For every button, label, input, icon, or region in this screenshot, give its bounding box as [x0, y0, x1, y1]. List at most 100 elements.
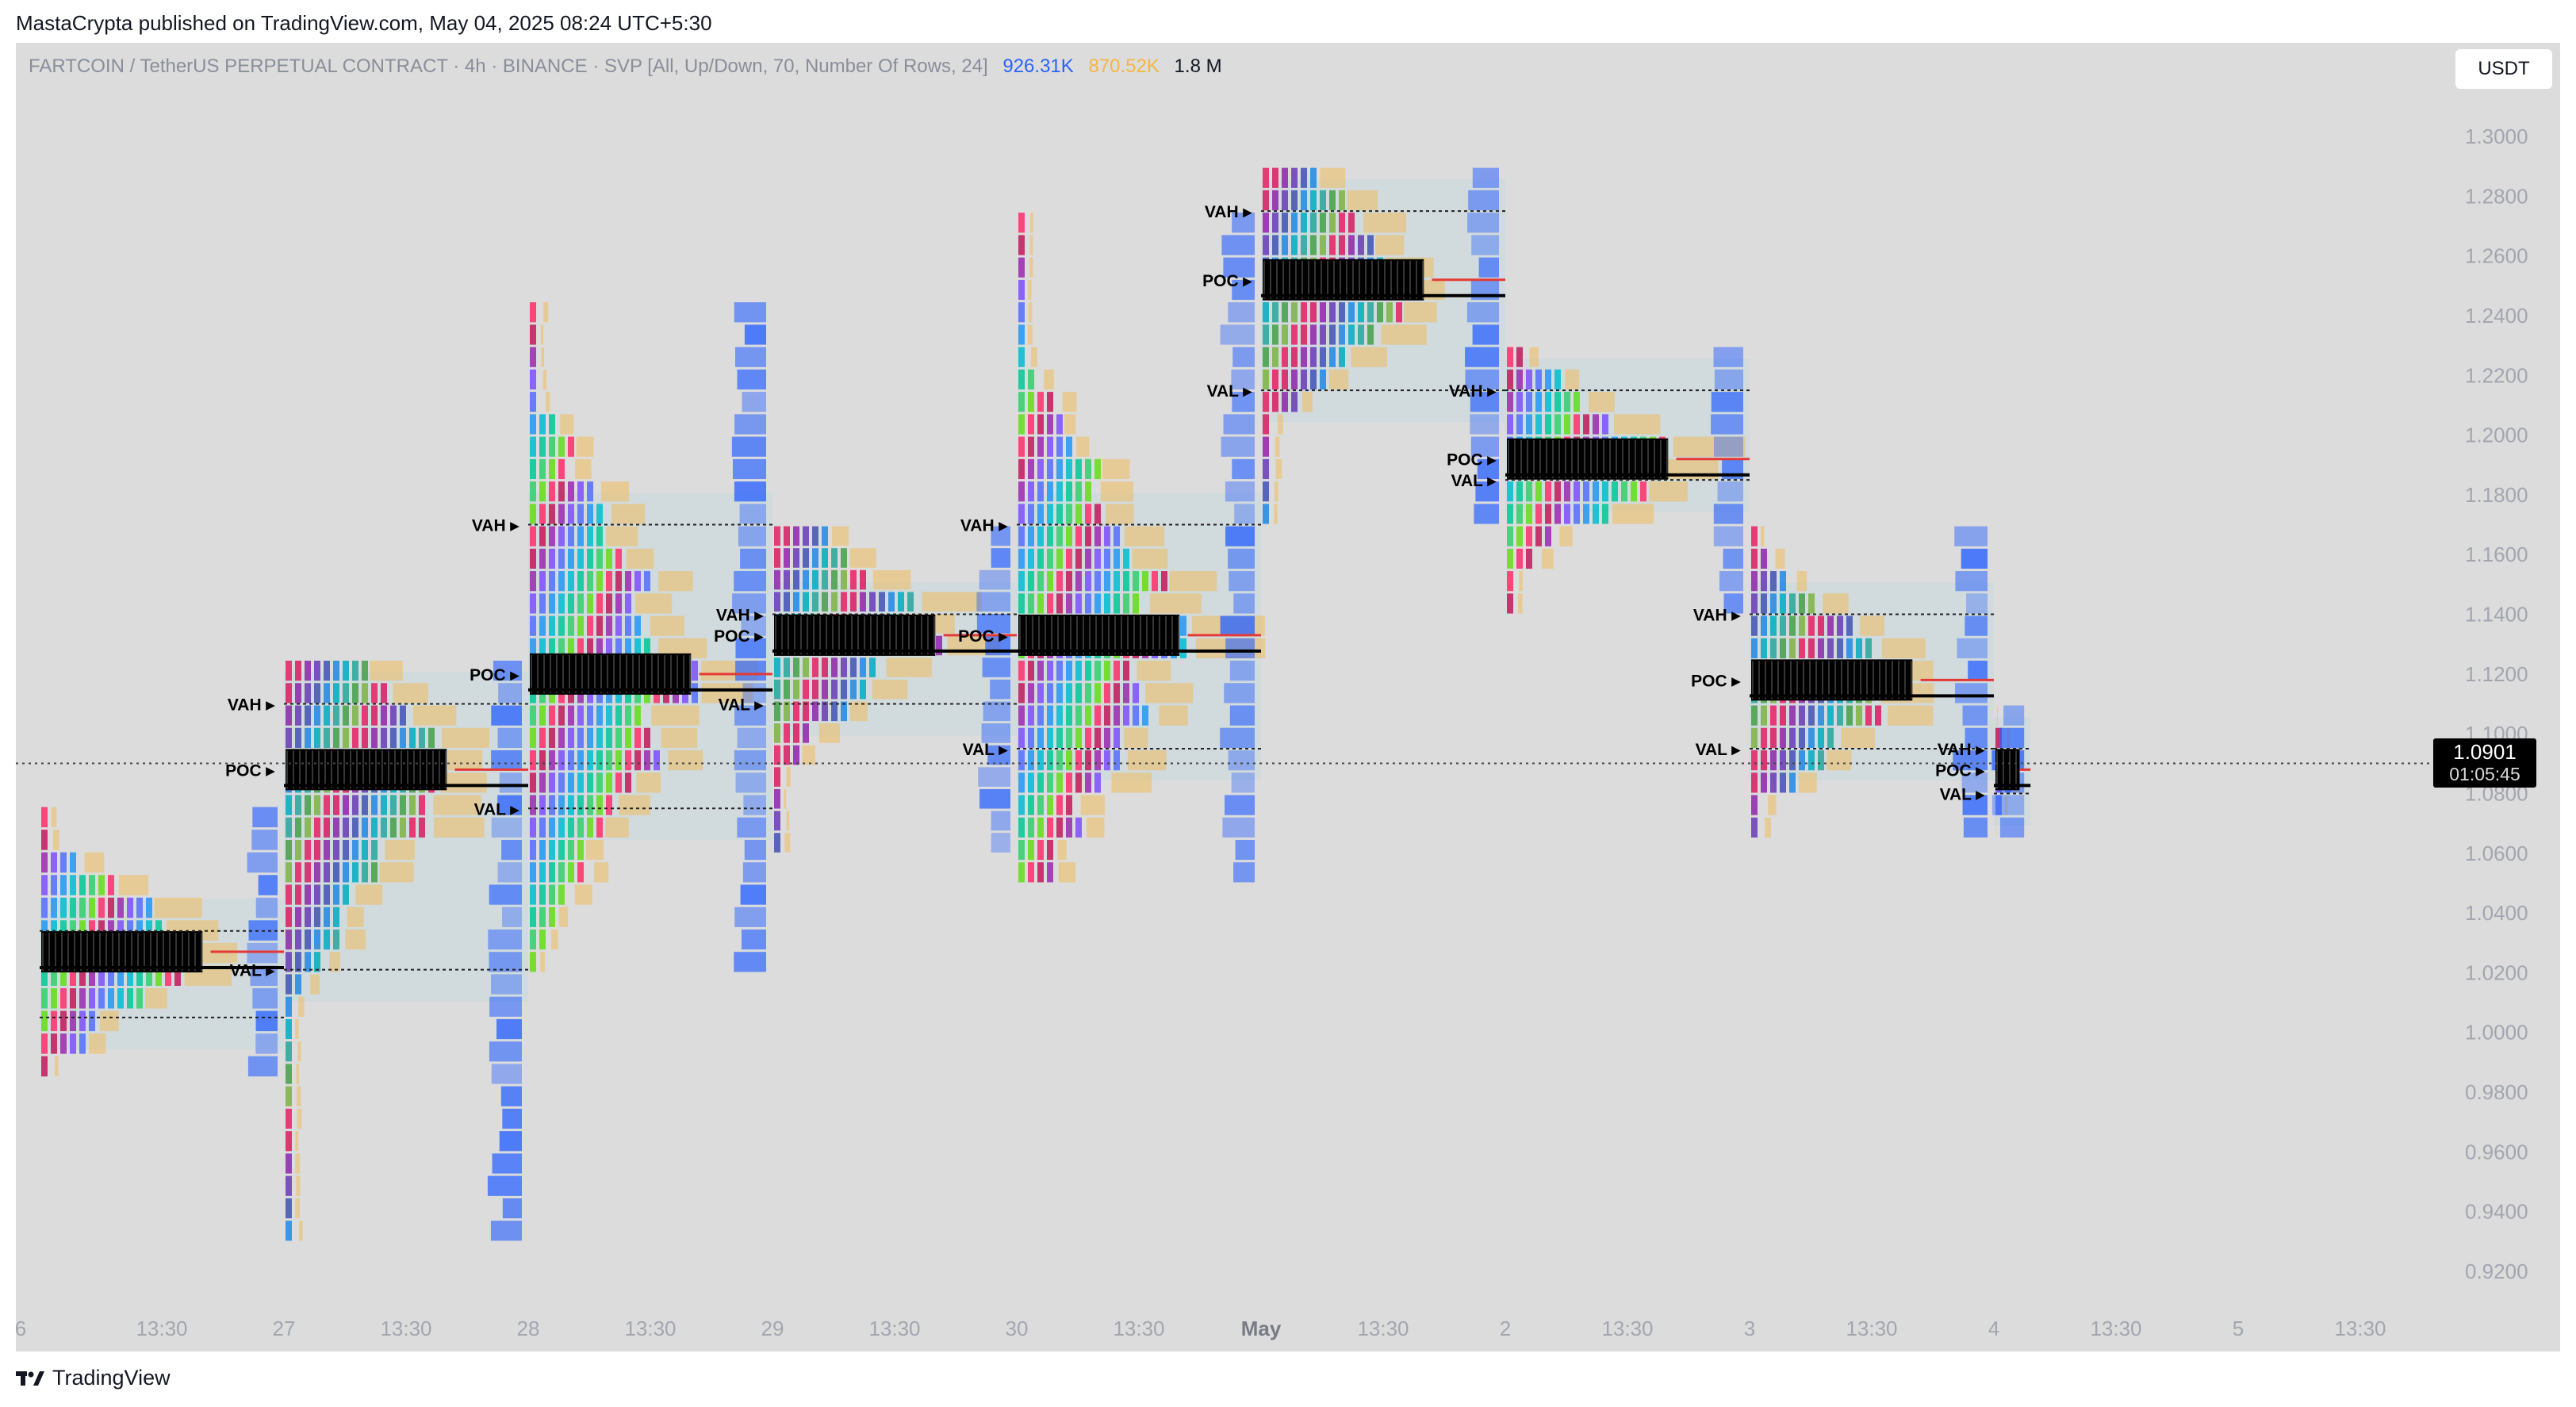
down-volume-bar	[849, 548, 876, 568]
profile-tick-bar	[1301, 213, 1307, 233]
profile-tick-bar	[1291, 392, 1298, 412]
up-volume-bar	[976, 592, 1010, 612]
down-volume-bar	[145, 987, 167, 1009]
profile-tick-bar	[1282, 167, 1288, 188]
profile-tick-bar	[577, 571, 584, 592]
profile-tick-bar	[634, 638, 641, 659]
profile-tick-bar	[1837, 705, 1843, 726]
profile-tick-bar	[625, 705, 631, 726]
poc-label: POC ▸	[470, 666, 519, 684]
profile-tick-bar	[1770, 638, 1777, 659]
profile-tick-bar	[1329, 190, 1336, 211]
up-volume-bar	[502, 1198, 522, 1219]
profile-tick-bar	[381, 705, 387, 726]
up-volume-bar	[739, 504, 766, 524]
up-volume-bar	[1474, 504, 1499, 524]
profile-tick-bar	[530, 750, 536, 771]
profile-tick-bar	[549, 414, 555, 435]
profile-tick-bar	[587, 481, 593, 502]
down-volume-bar	[1159, 705, 1188, 726]
down-volume-bar	[832, 526, 849, 546]
profile-tick-bar	[1799, 750, 1805, 771]
volume-profile-chart[interactable]: 1.3000 1.2800 1.2600 1.2400 1.2200 1.2000 1.18…	[16, 43, 2560, 1351]
profile-tick-bar	[1339, 190, 1345, 211]
profile-tick-bar	[1310, 213, 1317, 233]
profile-tick-bar	[1028, 481, 1034, 502]
profile-tick-bar	[606, 593, 612, 614]
up-volume-bar	[1221, 436, 1255, 457]
profile-tick-bar	[530, 593, 536, 614]
profile-tick-bar	[1018, 481, 1025, 502]
down-volume-bar	[558, 907, 569, 927]
down-volume-bar	[606, 526, 638, 546]
profile-tick-bar	[558, 638, 565, 659]
profile-tick-bar	[1507, 414, 1513, 435]
up-volume-bar	[734, 750, 766, 771]
chart-pane[interactable]: 1.3000 1.2800 1.2600 1.2400 1.2200 1.2000 1.18…	[16, 43, 2560, 1351]
profile-tick-bar	[539, 795, 546, 815]
up-volume-bar	[732, 458, 766, 480]
down-volume-bar	[53, 830, 59, 850]
profile-tick-bar	[1339, 302, 1345, 323]
profile-tick-bar	[1075, 593, 1082, 614]
profile-tick-bar	[530, 302, 536, 323]
profile-tick-bar	[1545, 369, 1551, 390]
profile-tick-bar	[596, 727, 603, 748]
profile-tick-bar	[79, 987, 86, 1009]
symbol-description[interactable]: FARTCOIN / TetherUS PERPETUAL CONTRACT ·…	[29, 56, 988, 77]
profile-tick-bar	[1310, 235, 1317, 255]
down-volume-bar	[626, 548, 654, 569]
profile-tick-bar	[1056, 661, 1063, 681]
profile-tick-bar	[549, 705, 555, 726]
profile-tick-bar	[333, 817, 339, 838]
session-profile-4: VAH ▸ POC ▸ VAL ▸	[1935, 705, 2031, 838]
profile-tick-bar	[803, 679, 809, 700]
down-volume-bar	[1381, 324, 1427, 345]
up-volume-bar	[258, 875, 278, 895]
up-volume-bar	[1234, 504, 1255, 524]
tradingview-brand[interactable]: TradingView	[16, 1366, 171, 1390]
profile-tick-bar	[1028, 795, 1034, 815]
profile-tick-bar	[1075, 504, 1082, 524]
profile-tick-bar	[549, 907, 555, 927]
profile-tick-bar	[371, 839, 378, 861]
profile-tick-bar	[1301, 235, 1307, 255]
profile-tick-bar	[615, 593, 622, 614]
profile-tick-bar	[41, 875, 48, 895]
profile-tick-bar	[803, 723, 809, 743]
down-volume-bar	[1075, 436, 1090, 457]
profile-tick-bar	[1780, 750, 1786, 771]
profile-tick-bar	[1761, 615, 1767, 636]
profile-tick-bar	[41, 1056, 48, 1077]
profile-tick-bar	[1018, 235, 1025, 255]
profile-tick-bar	[314, 839, 320, 861]
profile-tick-bar	[371, 705, 378, 726]
profile-tick-bar	[558, 839, 565, 861]
down-volume-bar	[433, 817, 485, 838]
profile-tick-bar	[324, 661, 330, 681]
profile-tick-bar	[1028, 817, 1034, 838]
profile-tick-bar	[1780, 638, 1786, 659]
profile-tick-bar	[1761, 638, 1767, 659]
profile-tick-bar	[1808, 727, 1815, 748]
profile-tick-bar	[1612, 481, 1618, 502]
profile-tick-bar	[1818, 750, 1824, 771]
profile-tick-bar	[568, 436, 574, 457]
profile-tick-bar	[1799, 705, 1805, 726]
poc-label: POC ▸	[958, 627, 1008, 646]
profile-tick-bar	[51, 875, 57, 895]
profile-tick-bar	[1066, 458, 1072, 480]
up-volume-bar	[1229, 571, 1255, 592]
up-volume-bar	[1961, 548, 1988, 569]
profile-tick-bar	[1780, 615, 1786, 636]
profile-tick-bar	[1263, 324, 1269, 345]
down-volume-bar	[296, 1064, 300, 1084]
profile-tick-bar	[539, 504, 546, 524]
profile-tick-bar	[1827, 727, 1834, 748]
profile-tick-bar	[869, 592, 876, 612]
currency-button[interactable]: USDT	[2455, 49, 2552, 89]
profile-tick-bar	[803, 569, 809, 590]
profile-tick-bar	[1780, 571, 1786, 592]
down-volume-bar	[1274, 481, 1278, 502]
profile-tick-bar	[79, 1010, 86, 1032]
